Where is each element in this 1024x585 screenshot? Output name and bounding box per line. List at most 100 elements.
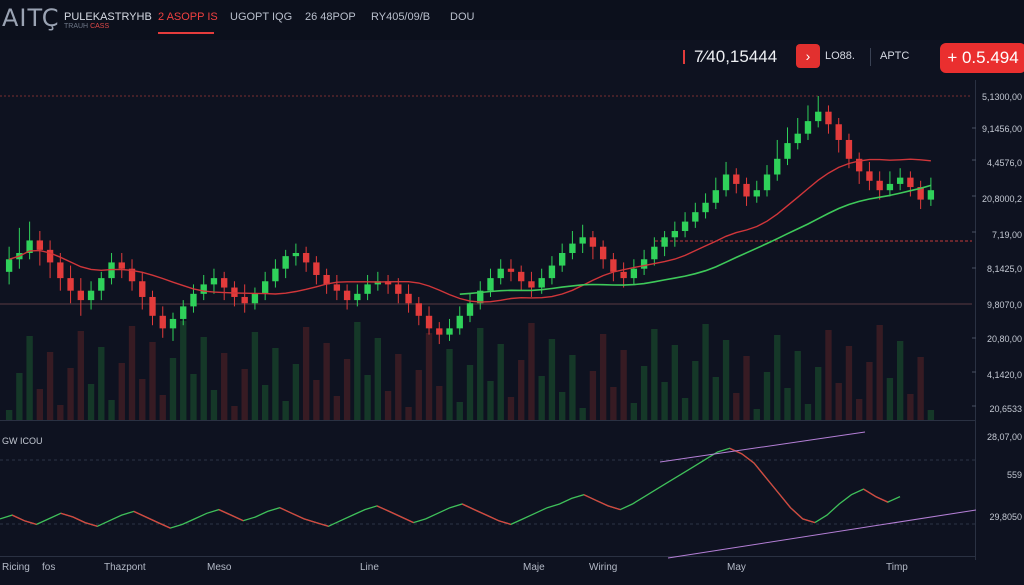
candle-body xyxy=(261,281,269,294)
candle-body xyxy=(692,212,699,222)
x-axis-label: fos xyxy=(42,562,56,573)
volume-bar xyxy=(743,356,750,420)
candle-body xyxy=(323,274,330,285)
candle-body xyxy=(364,284,371,294)
volume-bar xyxy=(221,353,228,420)
candle-body xyxy=(927,190,935,200)
axis-price-label: 20,6533 xyxy=(989,404,1022,414)
axis-indicator-label: 559 xyxy=(1006,470,1022,480)
volume-bar xyxy=(733,393,740,420)
pair-subtitle: TRAUH CASS xyxy=(64,23,109,30)
price-marker xyxy=(683,50,685,64)
indicator-line-down xyxy=(401,516,414,524)
chart-overlays xyxy=(8,158,932,303)
candle-body xyxy=(722,174,730,191)
axis-price-label: 7,19,00 xyxy=(991,230,1022,240)
indicator-trendline-lower xyxy=(667,509,977,559)
candle-body xyxy=(507,268,515,272)
volume-bar xyxy=(927,410,935,420)
candle-body xyxy=(302,253,310,263)
volume-bar xyxy=(487,381,494,420)
pane-separator xyxy=(0,420,976,421)
candle-body xyxy=(313,262,320,275)
candle-body xyxy=(548,265,556,279)
axis-price-label: 4,4576,0 xyxy=(986,158,1022,168)
symbol-label[interactable]: APTC xyxy=(880,50,910,62)
candle-body xyxy=(456,315,463,329)
tab-active[interactable]: 2 ASOPP IS xyxy=(158,11,218,23)
volume-bar xyxy=(599,334,607,420)
volume-bar xyxy=(548,339,556,420)
chart-grid xyxy=(0,80,976,560)
indicator-line-down xyxy=(875,496,889,503)
volume-bar xyxy=(702,324,709,420)
volume-bar xyxy=(651,329,658,420)
volume-bar xyxy=(456,402,463,420)
pair-name[interactable]: PULEKASTRYHB xyxy=(64,11,152,23)
indicator-line-down xyxy=(376,505,390,512)
volume-bar xyxy=(384,391,392,420)
x-axis-label: Line xyxy=(360,562,379,573)
volume-bar xyxy=(835,383,842,420)
current-price: 7⁄40,15444 xyxy=(694,47,778,66)
volume-bar xyxy=(528,323,535,420)
volume-bar xyxy=(302,327,310,420)
indicator-line-down xyxy=(607,505,621,511)
volume-bar xyxy=(159,395,166,420)
x-axis-label: Wiring xyxy=(589,562,618,573)
indicator-line-down xyxy=(303,518,317,524)
volume-bar xyxy=(128,326,136,420)
volume-bar xyxy=(815,367,822,420)
top-bar: AITÇ PULEKASTRYHB TRAUH CASS 2 ASOPP IS … xyxy=(0,0,1024,40)
indicator-line-down xyxy=(11,514,25,522)
candle-body xyxy=(77,290,84,301)
axis-price-label: 4,1420,0 xyxy=(986,370,1022,380)
x-axis-label: Thazpont xyxy=(104,562,146,573)
candle-body xyxy=(477,290,484,304)
indicator-line-down xyxy=(24,520,37,526)
volume-bar xyxy=(36,389,44,420)
change-badge: + 0.5.494 xyxy=(940,43,1024,73)
volume-bar xyxy=(364,375,371,420)
tab-5[interactable]: DOU xyxy=(450,11,475,23)
volume-bar xyxy=(804,404,812,420)
volume-bar xyxy=(313,380,320,420)
tab-2[interactable]: UGOPT IQG xyxy=(230,11,293,23)
volume-bar xyxy=(579,408,586,420)
candle-body xyxy=(466,303,474,316)
candle-body xyxy=(333,284,341,291)
volume-bar xyxy=(16,373,23,420)
candle-body xyxy=(405,293,412,304)
candle-body xyxy=(87,290,95,301)
x-axis-label: Timp xyxy=(886,562,908,573)
volume-bar xyxy=(446,349,453,420)
candle-body xyxy=(671,231,679,238)
candle-body xyxy=(36,240,44,250)
tab-3[interactable]: 26 48POP xyxy=(305,11,356,23)
tab-4[interactable]: RY405/09/B xyxy=(371,11,431,23)
candle-body xyxy=(804,121,812,134)
candle-body xyxy=(845,139,853,159)
volume-bar xyxy=(477,328,484,420)
volume-bar xyxy=(343,359,351,420)
candle-body xyxy=(98,278,105,291)
candle-body xyxy=(395,284,402,294)
candlestick-series xyxy=(5,96,935,345)
candle-body xyxy=(251,293,259,304)
volume-bar xyxy=(569,355,576,420)
candle-body xyxy=(241,296,248,304)
candle-body xyxy=(149,296,156,316)
candle-body xyxy=(425,315,433,329)
candle-body xyxy=(815,111,822,122)
volume-bar xyxy=(794,351,801,420)
volume-bar xyxy=(415,370,422,420)
pair-subtitle-left: TRAUH xyxy=(64,23,89,30)
indicator-line-down xyxy=(474,509,487,516)
volume-bar xyxy=(180,321,187,420)
candle-body xyxy=(917,187,924,200)
arrow-button[interactable]: › xyxy=(796,44,820,68)
volume-bar xyxy=(712,377,719,420)
candle-body xyxy=(753,190,760,197)
volume-bar xyxy=(497,344,504,420)
